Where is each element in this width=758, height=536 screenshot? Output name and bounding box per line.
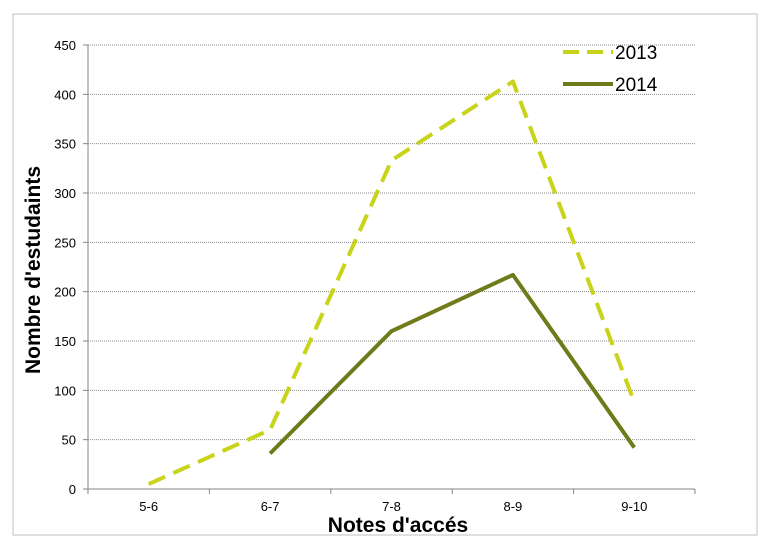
- y-tick-label: 350: [54, 137, 76, 152]
- y-tick-label: 300: [54, 186, 76, 201]
- legend: 2013 2014: [563, 43, 658, 96]
- y-tick-label: 400: [54, 87, 76, 102]
- x-axis-title: Notes d'accés: [328, 514, 468, 536]
- y-tick-label: 100: [54, 383, 76, 398]
- y-tick-label: 0: [69, 482, 76, 497]
- y-tick-label: 50: [62, 433, 76, 448]
- x-tick-label: 5-6: [139, 499, 158, 514]
- series-lines: [147, 79, 637, 486]
- axes: 0 50 100 150 200 250 300 350 400 450 5-6 6-7 7-8 8-9 9…: [54, 38, 696, 514]
- series-line-2013: [147, 79, 637, 486]
- legend-label-2013: 2013: [615, 43, 657, 64]
- chart-border: [12, 13, 758, 536]
- y-tick-label: 250: [54, 235, 76, 250]
- y-tick-label: 200: [54, 285, 76, 300]
- series-line-2014: [268, 272, 636, 455]
- y-tick-label: 450: [54, 38, 76, 53]
- x-tick-label: 9-10: [621, 499, 647, 514]
- y-tick-label: 150: [54, 334, 76, 349]
- legend-label-2014: 2014: [615, 75, 658, 96]
- x-tick-label: 7-8: [382, 499, 401, 514]
- x-tick-label: 8-9: [504, 499, 523, 514]
- x-tick-label: 6-7: [261, 499, 280, 514]
- y-axis-title: Nombre d'estudaints: [22, 166, 45, 374]
- gridlines: [88, 44, 695, 441]
